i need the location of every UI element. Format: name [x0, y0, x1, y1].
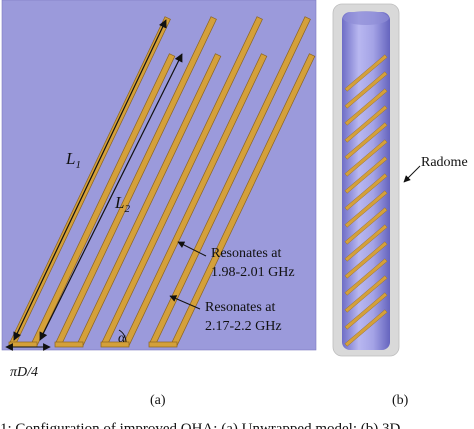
l2-dimension-line	[39, 53, 183, 341]
cyl-strip-6	[344, 139, 388, 177]
radome-arrow	[403, 165, 421, 183]
cyl-strip-8	[344, 173, 388, 211]
annotation-2-line2: 2.17-2.2 GHz	[205, 319, 282, 334]
cyl-strip-4	[344, 105, 388, 143]
connector-1	[8, 341, 38, 348]
cyl-strip-1	[344, 54, 388, 92]
connector-2	[54, 341, 84, 348]
figure-caption: 1: Configuration of improved QHA: (a) Un…	[0, 421, 400, 429]
l2-label: L2	[114, 193, 130, 215]
cyl-strip-7	[344, 156, 388, 194]
cyl-strip-11	[344, 224, 388, 262]
annotation-2-arrow	[169, 295, 201, 310]
cyl-strip-10	[344, 207, 388, 245]
annotation-1-arrow	[177, 241, 207, 257]
radome-label: Radome	[421, 155, 468, 170]
caption-a: (a)	[150, 393, 166, 408]
cyl-strip-15	[344, 292, 388, 330]
helix-cylinder	[342, 12, 390, 350]
caption-b: (b)	[392, 393, 409, 408]
cyl-strip-5	[344, 122, 388, 160]
cyl-strip-9	[344, 190, 388, 228]
alpha-label: α	[118, 331, 126, 346]
3d-helix-strips	[344, 54, 388, 347]
alpha-angle-arc	[118, 329, 127, 343]
cyl-strip-16	[344, 309, 388, 347]
cylinder-top	[343, 11, 389, 25]
annotation-1-line2: 1.98-2.01 GHz	[211, 265, 295, 280]
connector-4	[148, 341, 178, 348]
annotation-1-line1: Resonates at	[211, 246, 281, 261]
annotation-2-line1: Resonates at	[205, 300, 275, 315]
connector-3	[100, 341, 130, 348]
cyl-strip-12	[344, 241, 388, 279]
width-label: πD/4	[10, 365, 38, 380]
cyl-strip-13	[344, 258, 388, 296]
cyl-strip-14	[344, 275, 388, 313]
cyl-strip-2	[344, 71, 388, 109]
cyl-strip-3	[344, 88, 388, 126]
